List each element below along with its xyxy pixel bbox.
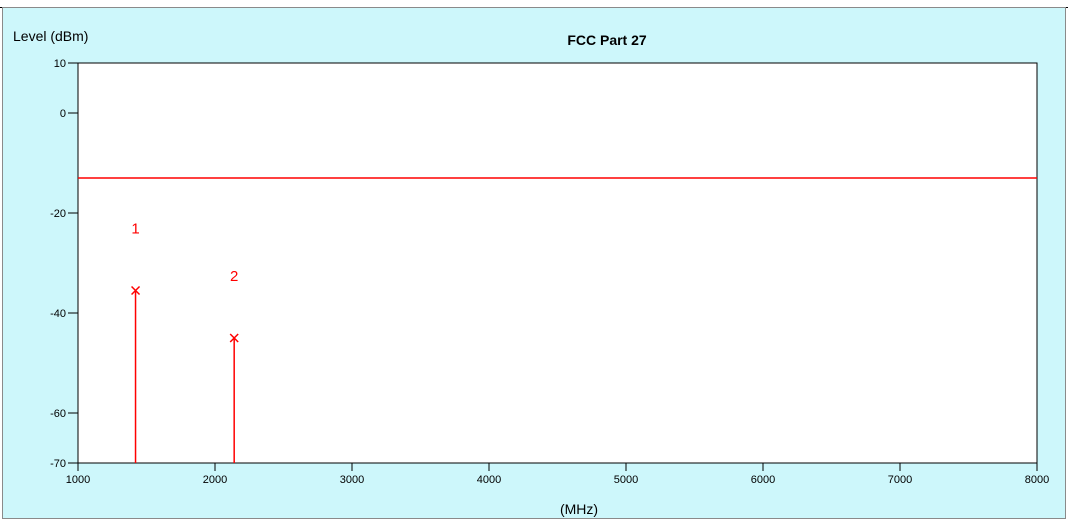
y-tick-label: 0 [60,108,66,120]
chart-panel: Level (dBm) FCC Part 27 (MHz) 10 0 -20 -40 -… [2,7,1066,519]
plot-area [77,62,1038,464]
x-tick-label: 3000 [340,474,364,486]
y-tick-label: -70 [50,458,66,470]
x-tick-label: 6000 [751,474,775,486]
marker-point [131,285,141,296]
chart-title: FCC Part 27 [567,32,647,48]
y-tick-label: -20 [50,208,66,220]
marker-label: 1 [131,221,139,238]
x-axis-label: (MHz) [560,501,598,517]
x-tick-label: 4000 [477,474,501,486]
x-tick-label: 7000 [888,474,912,486]
x-tick-label: 8000 [1025,474,1049,486]
x-tick-label: 2000 [203,474,227,486]
y-tick-label: -40 [50,308,66,320]
y-axis-label: Level (dBm) [13,28,88,44]
top-scale-strip [0,0,1068,13]
spectrum-chart: Level (dBm) FCC Part 27 (MHz) 10 0 -20 -40 -… [13,28,1049,517]
x-tick-label: 1000 [66,474,90,486]
marker-label: 2 [230,268,238,285]
y-tick-label: -60 [50,408,66,420]
marker-point [229,333,239,343]
x-tick-label: 5000 [614,474,638,486]
y-tick-label: 10 [54,58,66,70]
